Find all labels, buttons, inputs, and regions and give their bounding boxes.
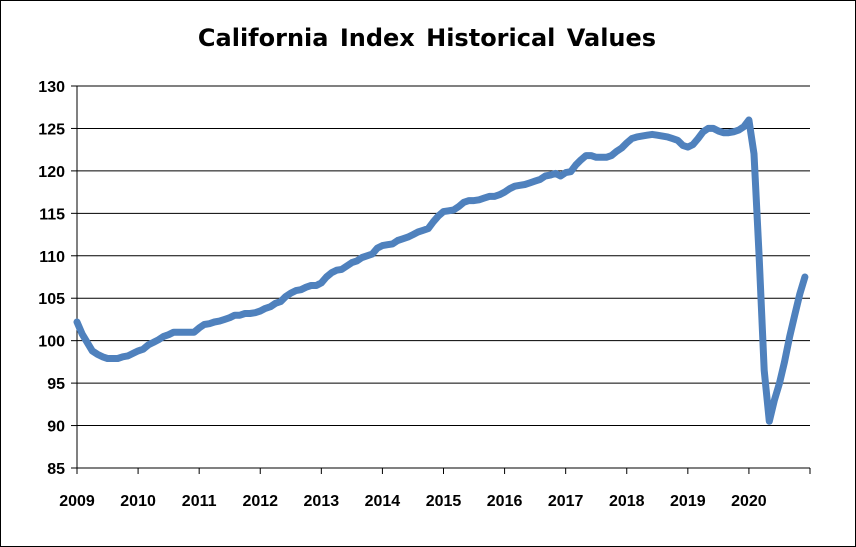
- y-tick-label: 85: [47, 461, 65, 478]
- y-tick-label: 90: [47, 419, 65, 436]
- x-tick-label: 2014: [365, 493, 401, 510]
- x-tick-label: 2015: [426, 493, 462, 510]
- y-tick-label: 105: [38, 291, 65, 308]
- x-tick-label: 2018: [609, 493, 645, 510]
- y-tick-label: 130: [38, 79, 65, 96]
- x-tick-label: 2017: [548, 493, 584, 510]
- x-tick-label: 2020: [731, 493, 767, 510]
- axes: [71, 85, 811, 474]
- y-tick-label: 115: [39, 206, 65, 223]
- chart-title: California Index Historical Values: [197, 24, 657, 52]
- x-tick-label: 2012: [242, 493, 278, 510]
- series-group: [73, 116, 809, 425]
- y-tick-label: 110: [39, 249, 65, 266]
- x-tick-label: 2009: [59, 493, 95, 510]
- x-tick-label: 2011: [182, 493, 217, 510]
- y-tick-label: 95: [47, 376, 65, 393]
- series-line: [73, 116, 809, 425]
- x-tick-label: 2016: [487, 493, 523, 510]
- x-axis-tick-labels: 2009 2010 2011 2012 2013 2014 2015 2016 2017 2018…: [59, 493, 767, 510]
- y-tick-label: 125: [38, 121, 65, 138]
- x-tick-label: 2010: [120, 493, 156, 510]
- y-tick-label: 120: [38, 164, 65, 181]
- y-axis-tick-labels: 85 90 95 100 105 110 115 120 125 130: [38, 79, 65, 478]
- x-tick-label: 2019: [670, 493, 706, 510]
- x-tick-label: 2013: [304, 493, 340, 510]
- y-tick-label: 100: [38, 334, 65, 351]
